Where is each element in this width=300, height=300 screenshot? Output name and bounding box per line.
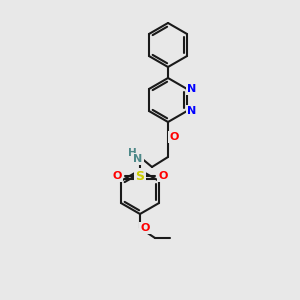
Text: N: N — [188, 106, 197, 116]
Text: O: O — [112, 171, 122, 181]
Text: O: O — [169, 132, 179, 142]
Text: S: S — [136, 169, 145, 182]
Text: H: H — [128, 148, 136, 158]
Text: N: N — [188, 84, 197, 94]
Text: O: O — [140, 223, 150, 233]
Text: O: O — [158, 171, 168, 181]
Text: N: N — [134, 154, 142, 164]
